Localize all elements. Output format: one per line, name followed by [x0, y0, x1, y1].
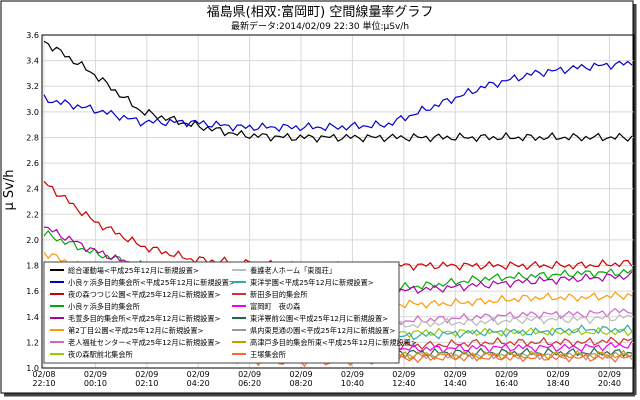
x-tick-time: 02:10: [135, 379, 158, 388]
legend-label: 高津戸多目的集会所東<平成25年12月に新規設置>: [250, 338, 417, 347]
x-tick-time: 18:40: [547, 379, 570, 388]
x-tick-time: 00:10: [84, 379, 107, 388]
x-tick-time: 04:20: [187, 379, 210, 388]
y-tick-label: 1.8: [26, 262, 39, 271]
series-line: [43, 60, 633, 133]
legend-box: [43, 261, 400, 364]
x-tick-date: 02/09: [547, 370, 570, 379]
x-tick-date: 02/09: [598, 370, 621, 379]
y-tick-label: 1.0: [26, 364, 39, 373]
y-tick-label: 1.2: [26, 338, 39, 347]
y-tick-label: 2.6: [26, 159, 39, 168]
legend-label: 毛萱多目的集会所<平成25年12月に新規設置>: [68, 314, 221, 323]
legend-label: 東洋寮前公園<平成25年12月に新規設置>: [250, 314, 388, 323]
x-tick-date: 02/09: [289, 370, 312, 379]
legend-label: 新田多目的集会所: [250, 290, 308, 299]
legend-label: 県内東見通の園<平成25年12月に新規設置>: [250, 326, 395, 335]
y-tick-label: 3.6: [26, 31, 39, 40]
x-tick-date: 02/09: [495, 370, 518, 379]
x-tick-date: 02/09: [238, 370, 261, 379]
y-tick-labels: 1.0 1.2 1.4 1.6 1.8 2.0 2.2 2.4 2.6 2.8 3.0 3.2 3.4 3…: [26, 31, 39, 373]
x-tick-time: 06:20: [238, 379, 261, 388]
x-tick-time: 20:40: [598, 379, 621, 388]
y-tick-label: 3.0: [26, 108, 39, 117]
plot-area-border: [41, 34, 635, 369]
x-tick-date: 02/08: [32, 370, 55, 379]
y-tick-label: 2.2: [26, 210, 39, 219]
y-tick-label: 1.4: [26, 313, 39, 322]
x-tick-time: 14:40: [444, 379, 467, 388]
series-line: [43, 40, 633, 144]
y-tick-label: 2.0: [26, 236, 39, 245]
x-tick-date: 02/09: [341, 370, 364, 379]
legend-label: 富岡町 夜の森: [250, 302, 301, 311]
legend-label: 王塚集会所: [250, 350, 286, 359]
chart-title: 福島県(相双:富岡町) 空間線量率グラフ: [207, 4, 434, 20]
x-tick-date: 02/09: [135, 370, 158, 379]
x-tick-date: 02/09: [444, 370, 467, 379]
legend-label: 小良ヶ浜多目的集会所<平成25年12月に新規設置>: [68, 278, 235, 287]
legend-label: 夜の森駅前北集会所: [68, 350, 133, 359]
y-axis-label: μ Sv/h: [2, 170, 17, 211]
grid: [42, 34, 634, 369]
legend-label: 東洋学園<平成25年12月に新規設置>: [250, 278, 374, 287]
x-tick-date: 02/09: [84, 370, 107, 379]
legend-label: 夜の森つつじ公園<平成25年12月に新規設置>: [68, 290, 221, 299]
legend: 総合運動場<平成25年12月に新規設置> 小良ヶ浜多目的集会所<平成25年12月に…: [43, 261, 417, 364]
y-tick-label: 1.6: [26, 287, 39, 296]
legend-label: 総合運動場<平成25年12月に新規設置>: [68, 266, 199, 275]
x-tick-labels: 02/0822:1002/0900:1002/0902:1002/0904:20…: [32, 370, 621, 388]
legend-label: 第2丁目公園<平成25年12月に新規設置>: [68, 326, 204, 335]
y-tick-label: 3.4: [26, 57, 39, 66]
legend-label: 小良ヶ浜多目的集会所: [68, 302, 140, 311]
legend-label: 老人福祉センター<平成25年12月に新規設置>: [68, 338, 221, 347]
x-tick-date: 02/09: [187, 370, 210, 379]
y-tick-label: 2.8: [26, 133, 39, 142]
x-tick-time: 22:10: [32, 379, 55, 388]
x-tick-time: 16:40: [495, 379, 518, 388]
chart-subtitle: 最新データ:2014/02/09 22:30 単位:μSv/h: [231, 20, 409, 32]
y-tick-label: 3.2: [26, 82, 39, 91]
x-tick-time: 08:20: [289, 379, 312, 388]
x-tick-time: 10:40: [341, 379, 364, 388]
x-tick-date: 02/09: [392, 370, 415, 379]
x-tick-time: 12:40: [392, 379, 415, 388]
legend-label: 養護老人ホーム「東風荘」: [250, 266, 336, 275]
y-tick-label: 2.4: [26, 185, 39, 194]
